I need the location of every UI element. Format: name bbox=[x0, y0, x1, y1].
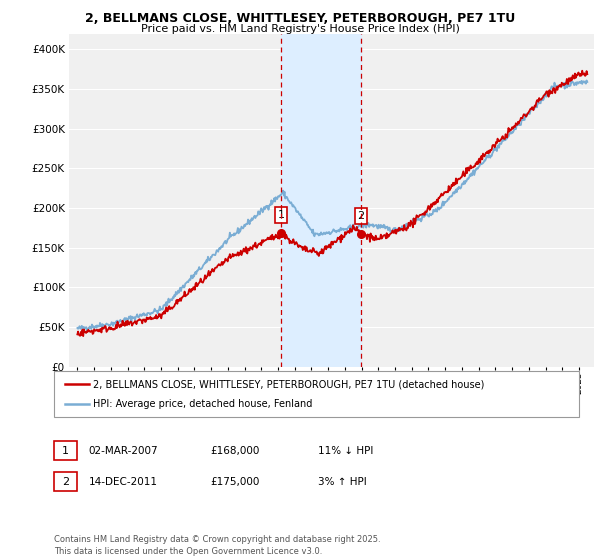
Text: 2: 2 bbox=[358, 211, 364, 221]
Text: 2, BELLMANS CLOSE, WHITTLESEY, PETERBOROUGH, PE7 1TU: 2, BELLMANS CLOSE, WHITTLESEY, PETERBORO… bbox=[85, 12, 515, 25]
Text: 1: 1 bbox=[62, 446, 69, 456]
Text: £168,000: £168,000 bbox=[210, 446, 259, 456]
Text: Contains HM Land Registry data © Crown copyright and database right 2025.
This d: Contains HM Land Registry data © Crown c… bbox=[54, 535, 380, 556]
Text: 2, BELLMANS CLOSE, WHITTLESEY, PETERBOROUGH, PE7 1TU (detached house): 2, BELLMANS CLOSE, WHITTLESEY, PETERBORO… bbox=[93, 379, 484, 389]
Text: 11% ↓ HPI: 11% ↓ HPI bbox=[318, 446, 373, 456]
Text: 3% ↑ HPI: 3% ↑ HPI bbox=[318, 477, 367, 487]
Text: 2: 2 bbox=[62, 477, 69, 487]
Text: 1: 1 bbox=[277, 210, 284, 220]
Text: 14-DEC-2011: 14-DEC-2011 bbox=[89, 477, 158, 487]
Text: £175,000: £175,000 bbox=[210, 477, 259, 487]
Bar bbox=[281, 34, 361, 367]
Text: Price paid vs. HM Land Registry's House Price Index (HPI): Price paid vs. HM Land Registry's House … bbox=[140, 24, 460, 34]
Text: 02-MAR-2007: 02-MAR-2007 bbox=[89, 446, 158, 456]
Text: HPI: Average price, detached house, Fenland: HPI: Average price, detached house, Fenl… bbox=[93, 399, 313, 409]
